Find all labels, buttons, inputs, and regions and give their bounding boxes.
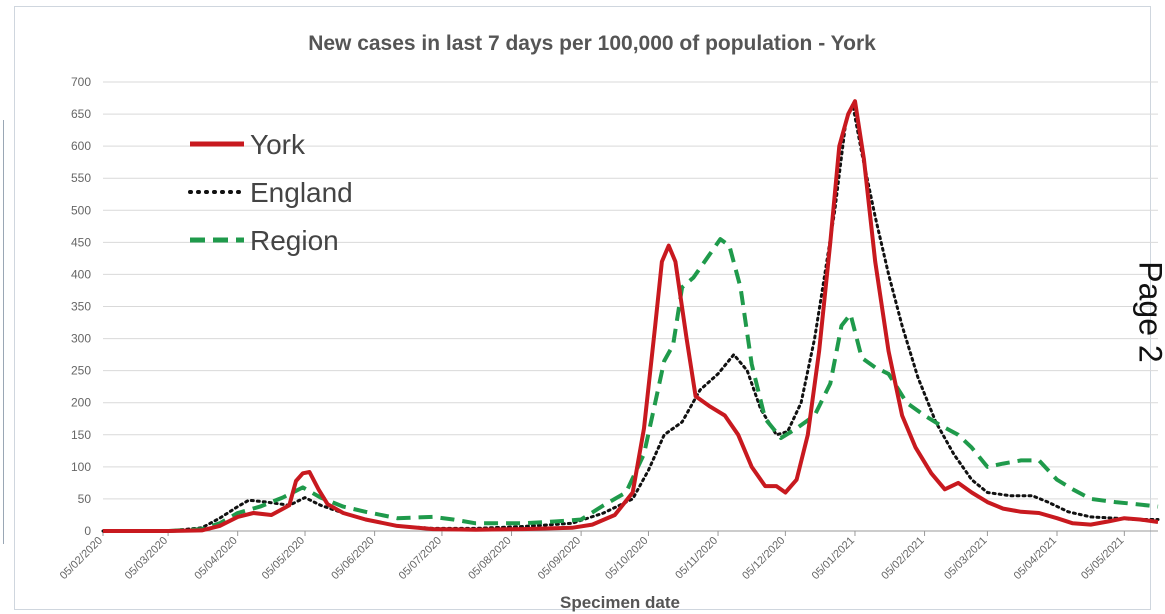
y-tick-label: 550 — [71, 171, 91, 185]
y-tick-label: 700 — [71, 75, 91, 89]
x-tick-label: 05/11/2020 — [673, 535, 720, 582]
y-tick-label: 200 — [71, 396, 91, 410]
series-line-england — [101, 103, 1160, 533]
x-tick-label: 05/02/2020 — [58, 535, 105, 582]
legend-label-york: York — [250, 129, 306, 160]
x-tick-label: 05/05/2020 — [260, 535, 307, 582]
y-tick-label: 50 — [78, 492, 92, 506]
y-tick-label: 350 — [71, 300, 91, 314]
x-tick-label: 05/04/2021 — [1012, 535, 1059, 582]
x-tick-label: 05/08/2020 — [466, 535, 513, 582]
chart-title: New cases in last 7 days per 100,000 of … — [308, 32, 876, 55]
y-axis-ticks: 0 50 100 150 200 250 300 350 400 450 500 550 600 650 7… — [71, 75, 91, 538]
x-tick-label: 05/09/2020 — [536, 535, 583, 582]
x-tick-label: 05/07/2020 — [397, 535, 444, 582]
side-page-label: Page 2 — [1132, 261, 1165, 363]
x-tick-label: 05/06/2020 — [329, 535, 376, 582]
gridlines — [103, 81, 1158, 532]
y-tick-label: 250 — [71, 364, 91, 378]
x-tick-label: 05/03/2020 — [123, 535, 170, 582]
y-tick-label: 300 — [71, 332, 91, 346]
legend-label-england: England — [250, 177, 353, 208]
left-edge-line — [3, 120, 4, 544]
x-tick-label: 05/12/2020 — [740, 535, 787, 582]
x-tick-label: 05/05/2021 — [1079, 535, 1126, 582]
y-tick-label: 500 — [71, 203, 91, 217]
x-tick-label: 05/10/2020 — [603, 535, 650, 582]
y-tick-label: 650 — [71, 107, 91, 121]
y-tick-label: 0 — [84, 524, 91, 538]
series-line-york — [103, 99, 1159, 533]
series-line-region — [103, 237, 1159, 533]
legend: York England Region — [188, 129, 353, 256]
x-tick-label: 05/03/2021 — [942, 535, 989, 582]
chart-frame — [14, 6, 1151, 610]
y-tick-label: 450 — [71, 235, 91, 249]
series-lines — [101, 99, 1160, 533]
y-tick-label: 400 — [71, 267, 91, 281]
x-tick-label: 05/04/2020 — [192, 535, 239, 582]
x-tick-label: 05/02/2021 — [879, 535, 926, 582]
x-axis-ticks: 05/02/2020 05/03/2020 05/04/2020 05/05/2020… — [58, 531, 1126, 582]
y-tick-label: 150 — [71, 428, 91, 442]
x-tick-label: 05/01/2021 — [810, 535, 857, 582]
legend-label-region: Region — [250, 225, 339, 256]
x-axis-label: Specimen date — [560, 593, 680, 612]
y-tick-label: 600 — [71, 139, 91, 153]
y-tick-label: 100 — [71, 460, 91, 474]
